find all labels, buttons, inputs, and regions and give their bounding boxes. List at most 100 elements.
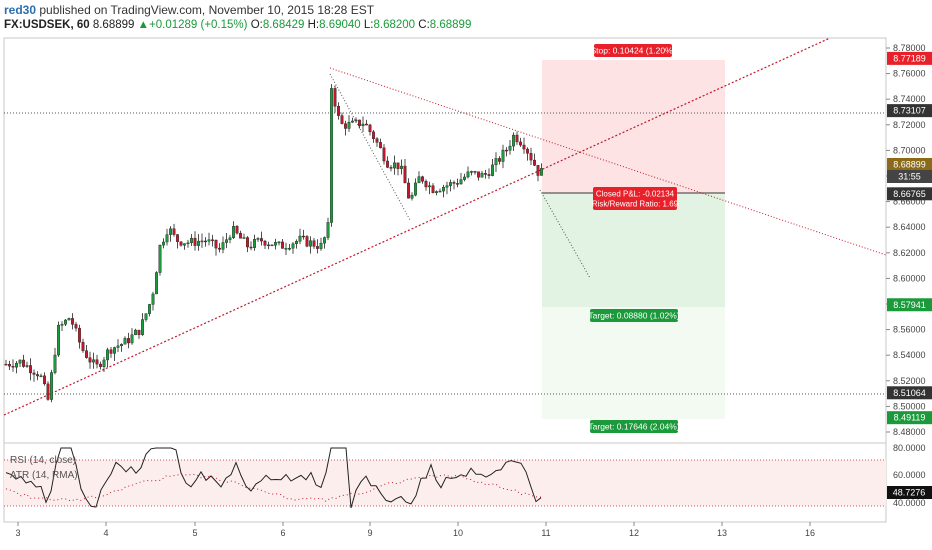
candle-body [85, 350, 88, 358]
candle-body [487, 174, 491, 176]
candle-body [508, 145, 512, 151]
stop-zone[interactable] [542, 60, 725, 193]
price-tick-label: 8.64000 [893, 222, 926, 232]
candle-body [466, 171, 470, 178]
candle-body [88, 357, 92, 363]
candle-body [459, 179, 463, 185]
time-label: 6 [280, 528, 285, 538]
price-tick-label: 8.62000 [893, 248, 926, 258]
candle-body [232, 226, 235, 238]
candle-body [263, 240, 267, 246]
symbol-name[interactable]: FX:USDSEK, 60 [4, 19, 90, 31]
rsi-band [4, 460, 886, 506]
candle-body [326, 222, 330, 238]
candle-body [256, 238, 260, 240]
candle-body [372, 131, 375, 139]
candle-body [274, 242, 277, 246]
atr-label[interactable]: ATR (14, RMA) [10, 470, 78, 481]
price-axis[interactable]: 8.780008.760008.740008.720008.700008.680… [886, 43, 926, 437]
candle-body [29, 365, 32, 374]
target-zone-1[interactable] [542, 193, 725, 307]
candle-body [179, 241, 183, 246]
candle-body [176, 234, 179, 242]
candle-body [505, 149, 508, 152]
price-badge-label: 8.73107 [893, 106, 926, 116]
candle-body [417, 176, 421, 184]
candle-body [46, 383, 50, 400]
candle-body [50, 372, 53, 400]
main-pane-frame [3, 37, 887, 444]
candle-body [197, 240, 200, 246]
time-label: 16 [805, 528, 815, 538]
price-tick-label: 8.76000 [893, 69, 926, 79]
price-badge [887, 386, 932, 400]
candle-body [95, 359, 99, 365]
price-tick-label: 8.74000 [893, 94, 926, 104]
candle-body [438, 190, 442, 193]
price-tick-label: 8.70000 [893, 145, 926, 155]
price-badge [887, 157, 932, 171]
price-tick-label: 8.72000 [893, 120, 926, 130]
projection-line[interactable] [539, 189, 591, 279]
time-axis[interactable]: 3 4 5 6 9 10 11 12 13 16 [15, 522, 815, 538]
indicator-tick-label: 80.0000 [893, 443, 926, 453]
price-tick-label: 8.48000 [893, 427, 926, 437]
price-tick-label: 8.50000 [893, 401, 926, 411]
candle-body [540, 168, 543, 176]
candle-body [78, 327, 81, 343]
pnl-label-box [593, 187, 677, 210]
candle-body [74, 324, 78, 329]
target-zone-2[interactable] [542, 307, 725, 419]
price-tick-label: 8.60000 [893, 273, 926, 283]
price-badge-label: 8.68899 [893, 159, 926, 169]
candle-body [319, 242, 323, 249]
candle-body [330, 88, 333, 223]
candle-body [480, 173, 484, 178]
author-link[interactable]: red30 [4, 3, 37, 17]
candle-body [172, 228, 176, 235]
atr-line[interactable] [5, 473, 542, 503]
candle-body [8, 364, 11, 367]
price-tick-label: 8.52000 [893, 376, 926, 386]
candle-body [309, 240, 312, 247]
candle-body [403, 165, 407, 184]
candle-body [277, 241, 281, 244]
candle-body [291, 243, 295, 249]
candle-body [368, 124, 372, 133]
rsi-label[interactable]: RSI (14, close) [10, 455, 76, 466]
high-label: H: [307, 19, 320, 31]
low-value: 8.68200 [373, 19, 416, 31]
candle-body [435, 191, 438, 193]
candle-body [452, 182, 456, 184]
projection-line[interactable] [329, 73, 411, 221]
indicator-tick-label: 40.0000 [893, 498, 926, 508]
close-value: 8.68899 [429, 19, 472, 31]
price-badge-label: 8.51064 [893, 388, 926, 398]
candle-body [337, 106, 340, 116]
candle-body [242, 237, 246, 239]
time-label: 12 [629, 528, 639, 538]
candle-body [120, 344, 123, 347]
candle-body [473, 171, 477, 173]
time-label: 9 [367, 528, 372, 538]
target2-label: Target: 0.17646 (2.04%) [588, 422, 679, 432]
candle-body [218, 247, 221, 250]
indicator-tick-label: 60.0000 [893, 470, 926, 480]
candle-body [284, 248, 288, 250]
candle-body [358, 119, 361, 127]
candle-body [344, 123, 347, 129]
candle-body [386, 160, 389, 168]
last-price: 8.68899 [92, 19, 135, 31]
candle-body [53, 354, 57, 373]
price-badge-label: 8.57941 [893, 300, 926, 310]
rsi-line[interactable] [5, 447, 542, 509]
price-badge-label: 8.49119 [894, 413, 926, 423]
candle-body [501, 149, 505, 162]
candle-body [134, 329, 137, 335]
candle-body [298, 235, 302, 242]
candlestick-series[interactable] [4, 84, 543, 403]
rising-trendline[interactable] [3, 37, 831, 416]
candle-body [379, 142, 382, 149]
time-label: 10 [453, 528, 463, 538]
